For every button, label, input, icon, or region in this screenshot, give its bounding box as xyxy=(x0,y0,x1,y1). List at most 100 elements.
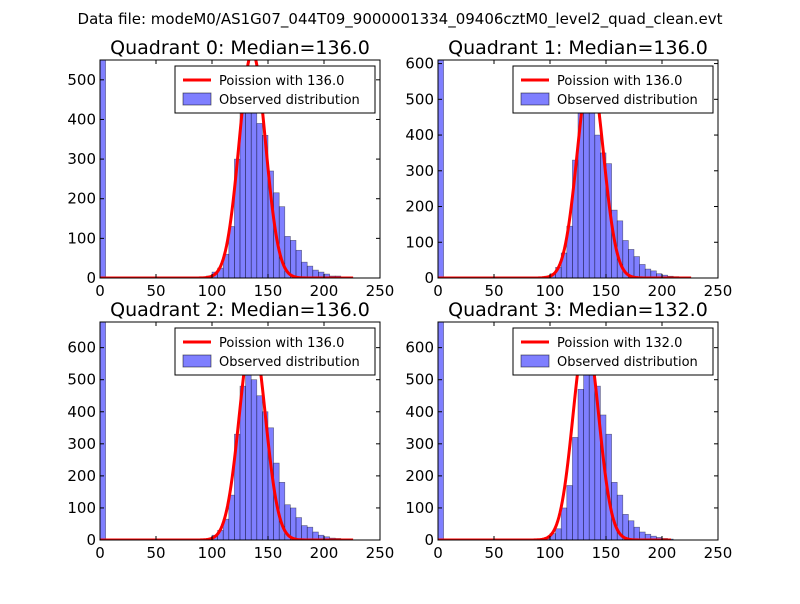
y-tick-label: 300 xyxy=(67,150,96,168)
legend-label: Observed distribution xyxy=(557,355,698,370)
x-tick-label: 250 xyxy=(704,282,733,300)
histogram-bar xyxy=(100,60,106,278)
legend: Poission with 132.0 Observed distribution xyxy=(512,327,714,376)
y-tick-label: 500 xyxy=(67,71,96,89)
y-tick-label: 400 xyxy=(67,110,96,128)
histogram-bar xyxy=(295,517,302,540)
y-tick-label: 400 xyxy=(405,126,434,144)
histogram-bar xyxy=(583,347,590,540)
chart-panel-2: 0 50 100 150 200 250 0 100 200 300 400 500 600 Quadra… xyxy=(67,299,394,562)
histogram-bar xyxy=(256,395,263,540)
legend-bar-swatch xyxy=(520,92,550,106)
x-tick-label: 100 xyxy=(536,544,565,562)
histogram-bar xyxy=(639,264,646,278)
chart-panel-0: 0 50 100 150 200 250 0 100 200 300 400 500 Quadrant … xyxy=(67,37,394,300)
y-tick-label: 300 xyxy=(405,162,434,180)
histogram-bar xyxy=(566,485,573,540)
plot-area xyxy=(100,60,354,278)
chart-panel-3: 0 50 100 150 200 250 0 100 200 300 400 500 600 Quadra… xyxy=(405,299,732,562)
y-tick-label: 500 xyxy=(405,371,434,389)
y-tick-label: 100 xyxy=(67,229,96,247)
x-tick-label: 250 xyxy=(366,282,395,300)
axes-frame xyxy=(99,59,381,279)
chart-title: Quadrant 3: Median=132.0 xyxy=(448,299,708,321)
histogram-bar xyxy=(633,256,640,278)
y-tick-label: 400 xyxy=(405,403,434,421)
histogram-bar xyxy=(588,360,596,540)
x-tick-label: 50 xyxy=(484,544,503,562)
figure-title: Data file: modeM0/AS1G07_044T09_90000013… xyxy=(78,10,723,29)
x-tick-label: 0 xyxy=(95,282,105,300)
x-tick-label: 50 xyxy=(146,544,165,562)
x-tick-label: 100 xyxy=(198,544,227,562)
legend-label: Observed distribution xyxy=(219,355,360,370)
legend-label: Poission with 136.0 xyxy=(557,74,682,89)
histogram-bar xyxy=(250,103,258,278)
y-tick-label: 300 xyxy=(67,435,96,453)
histogram-bar xyxy=(301,261,308,278)
histogram-bar xyxy=(256,123,263,278)
x-tick-label: 150 xyxy=(592,544,621,562)
y-tick-label: 0 xyxy=(86,531,96,549)
legend-label: Poission with 136.0 xyxy=(219,336,344,351)
legend-label: Poission with 136.0 xyxy=(219,74,344,89)
y-tick-label: 600 xyxy=(67,339,96,357)
chart-panel-1: 0 50 100 150 200 250 0 100 200 300 400 500 600 Quadra… xyxy=(405,37,732,300)
histogram-bar xyxy=(555,528,562,540)
x-tick-label: 250 xyxy=(366,544,395,562)
x-tick-label: 0 xyxy=(433,282,443,300)
histogram-bar xyxy=(295,249,302,278)
histogram-bar xyxy=(633,526,640,540)
legend: Poission with 136.0 Observed distribution xyxy=(174,65,376,114)
histogram-bar xyxy=(290,240,297,278)
x-tick-label: 100 xyxy=(536,282,565,300)
legend: Poission with 136.0 Observed distribution xyxy=(174,327,376,376)
legend-bar-swatch xyxy=(182,92,212,106)
legend-label: Poission with 132.0 xyxy=(557,336,682,351)
x-tick-label: 100 xyxy=(198,282,227,300)
histogram-bar xyxy=(301,525,308,540)
histogram-bar xyxy=(572,437,579,540)
histogram-bar xyxy=(438,60,444,278)
y-tick-label: 200 xyxy=(405,198,434,216)
y-tick-label: 200 xyxy=(405,467,434,485)
histogram-bar xyxy=(588,106,596,278)
chart-title: Quadrant 2: Median=136.0 xyxy=(110,299,370,321)
x-tick-label: 150 xyxy=(254,282,283,300)
y-tick-label: 100 xyxy=(405,233,434,251)
histogram-bar xyxy=(438,322,444,540)
y-tick-label: 100 xyxy=(405,499,434,517)
histogram-bar xyxy=(100,322,106,540)
plot-area xyxy=(438,322,674,540)
legend-label: Observed distribution xyxy=(219,93,360,108)
axes-frame xyxy=(99,321,381,541)
histogram-bar xyxy=(583,91,590,278)
legend-label: Observed distribution xyxy=(557,93,698,108)
histogram-bar xyxy=(250,379,258,540)
y-tick-label: 300 xyxy=(405,435,434,453)
x-tick-label: 200 xyxy=(648,544,677,562)
y-tick-label: 200 xyxy=(67,190,96,208)
chart-title: Quadrant 1: Median=136.0 xyxy=(448,37,708,59)
legend-bar-swatch xyxy=(182,354,212,368)
histogram-bar xyxy=(560,507,568,540)
x-tick-label: 200 xyxy=(648,282,677,300)
x-tick-label: 150 xyxy=(592,282,621,300)
histogram-bar xyxy=(290,507,297,540)
legend-bar-swatch xyxy=(520,354,550,368)
y-tick-label: 500 xyxy=(67,371,96,389)
histogram-bar xyxy=(306,265,314,278)
y-tick-label: 0 xyxy=(424,531,434,549)
chart-title: Quadrant 0: Median=136.0 xyxy=(110,37,370,59)
histogram-bar xyxy=(628,249,635,278)
x-tick-label: 150 xyxy=(254,544,283,562)
y-tick-label: 600 xyxy=(405,339,434,357)
x-tick-label: 0 xyxy=(95,544,105,562)
y-tick-label: 500 xyxy=(405,90,434,108)
histogram-bar xyxy=(245,91,252,278)
x-tick-label: 50 xyxy=(146,282,165,300)
axes-frame xyxy=(437,59,719,279)
y-tick-label: 0 xyxy=(86,269,96,287)
